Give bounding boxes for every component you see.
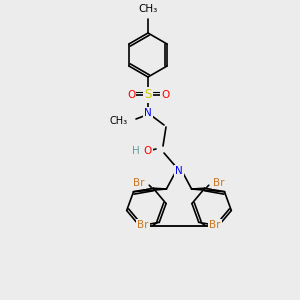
Text: N: N bbox=[175, 166, 183, 176]
Text: S: S bbox=[144, 88, 152, 101]
Text: Br: Br bbox=[134, 178, 145, 188]
Text: Br: Br bbox=[213, 178, 224, 188]
Text: O: O bbox=[161, 90, 169, 100]
Text: CH₃: CH₃ bbox=[138, 4, 158, 14]
Text: O: O bbox=[144, 146, 152, 156]
Text: N: N bbox=[144, 108, 152, 118]
Text: CH₃: CH₃ bbox=[110, 116, 128, 126]
Text: Br: Br bbox=[137, 220, 149, 230]
Text: Br: Br bbox=[209, 220, 220, 230]
Text: H: H bbox=[132, 146, 140, 156]
Text: O: O bbox=[127, 90, 135, 100]
